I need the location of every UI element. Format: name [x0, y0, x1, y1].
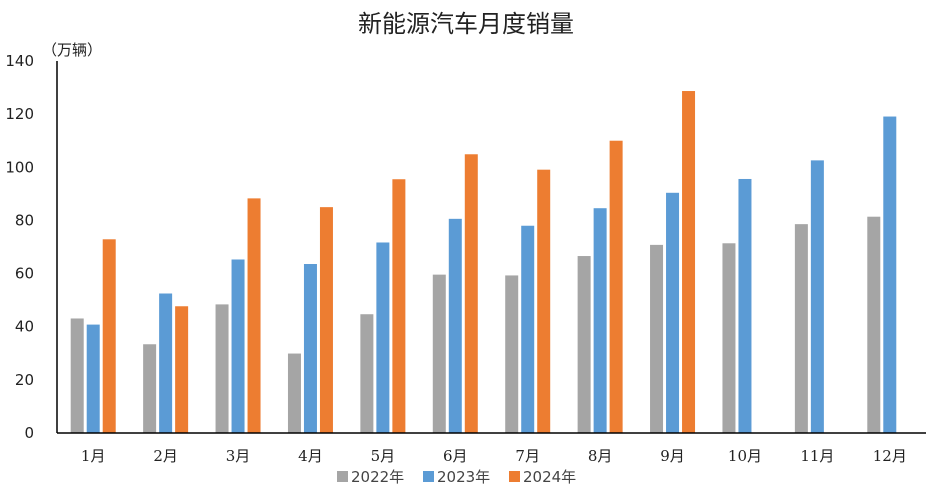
y-unit-label: （万辆）: [42, 41, 102, 59]
bar-2022年-8月: [577, 256, 591, 433]
y-tick-label: 80: [15, 211, 34, 229]
bar-2024年-2月: [175, 306, 189, 433]
bar-2024年-6月: [464, 154, 478, 433]
bar-2023年-10月: [738, 178, 752, 433]
bar-2023年-11月: [810, 160, 824, 433]
bar-2024年-4月: [319, 207, 333, 433]
y-tick-label: 140: [5, 52, 34, 70]
bar-2023年-12月: [883, 116, 897, 433]
x-tick-label: 3月: [226, 447, 251, 465]
y-tick-label: 20: [15, 371, 34, 389]
bar-2022年-5月: [360, 314, 374, 433]
x-tick-label: 4月: [298, 447, 323, 465]
bar-2023年-4月: [303, 264, 317, 433]
bar-2024年-7月: [537, 169, 551, 434]
bar-2022年-3月: [215, 304, 229, 433]
x-tick-label: 1月: [81, 447, 106, 465]
bars: [70, 91, 897, 434]
bar-2023年-7月: [521, 225, 535, 433]
bar-2024年-1月: [102, 239, 116, 433]
x-tick-label: 7月: [515, 447, 540, 465]
y-axis-ticks: 0 20 40 60 80 100 120 140: [5, 52, 34, 442]
bar-2022年-9月: [650, 244, 664, 433]
x-tick-label: 6月: [443, 447, 468, 465]
y-tick-label: 120: [5, 105, 34, 123]
bar-2024年-9月: [682, 91, 696, 434]
y-tick-label: 40: [15, 318, 34, 336]
bar-2022年-12月: [867, 216, 881, 433]
legend-swatch: [337, 471, 348, 482]
bar-2022年-7月: [505, 275, 519, 433]
bar-2024年-5月: [392, 179, 406, 433]
legend-swatch: [509, 471, 520, 482]
bar-2022年-4月: [287, 353, 301, 433]
bar-2023年-8月: [593, 208, 607, 433]
x-tick-label: 9月: [660, 447, 685, 465]
chart-title: 新能源汽车月度销量: [358, 10, 574, 38]
bar-2022年-2月: [143, 344, 157, 433]
x-axis-ticks: 1月 2月 3月 4月 5月 6月 7月 8月 9月 10月 11月 12月: [81, 447, 907, 465]
bar-2023年-6月: [448, 218, 462, 433]
legend: 2022年 2023年 2024年: [337, 468, 576, 486]
bar-2022年-11月: [794, 224, 808, 433]
legend-label: 2022年: [351, 468, 404, 486]
legend-label: 2024年: [523, 468, 576, 486]
x-tick-label: 5月: [371, 447, 396, 465]
bar-2022年-1月: [70, 318, 84, 433]
bar-2023年-3月: [231, 259, 245, 433]
bar-2023年-9月: [666, 192, 680, 433]
legend-label: 2023年: [437, 468, 490, 486]
y-tick-label: 100: [5, 158, 34, 176]
y-tick-label: 60: [15, 265, 34, 283]
y-tick-label: 0: [24, 424, 34, 442]
bar-2023年-1月: [86, 324, 100, 433]
bar-2023年-2月: [159, 293, 173, 433]
x-tick-label: 10月: [728, 447, 762, 465]
legend-swatch: [423, 471, 434, 482]
bar-2024年-8月: [609, 140, 623, 433]
bar-2023年-5月: [376, 242, 390, 433]
x-tick-label: 11月: [800, 447, 834, 465]
bar-2022年-10月: [722, 243, 736, 433]
x-tick-label: 2月: [153, 447, 178, 465]
x-tick-label: 8月: [588, 447, 613, 465]
bar-2024年-3月: [247, 198, 261, 433]
x-tick-label: 12月: [873, 447, 907, 465]
bar-2022年-6月: [432, 274, 446, 433]
